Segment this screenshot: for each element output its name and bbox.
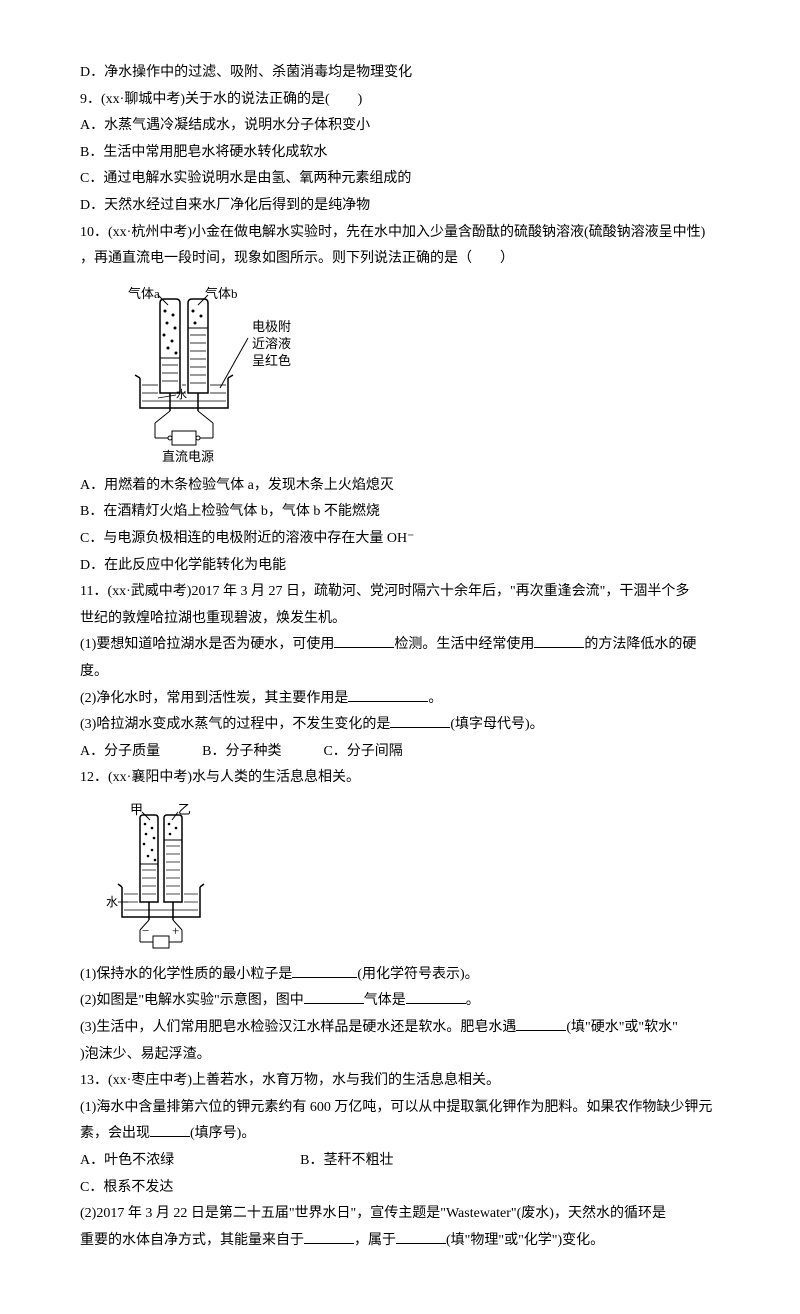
q13-2-text-c: (填"物理"或"化学")变化。 — [446, 1233, 604, 1248]
q10-stem-2: ，再通直流电一段时间，现象如图所示。则下列说法正确的是（ ） — [80, 246, 720, 273]
blank — [150, 1136, 190, 1137]
q12-2-text-b: 气体是 — [364, 993, 406, 1008]
blank — [396, 1243, 446, 1244]
q13-2-a: (2)2017 年 3 月 22 日是第二十五届"世界水日"，宣传主题是"Was… — [80, 1201, 720, 1228]
svg-text:近溶液: 近溶液 — [252, 336, 291, 351]
q10-option-b: B．在酒精灯火焰上检验气体 b，气体 b 不能燃烧 — [80, 499, 720, 526]
q11-3-text-b: (填字母代号)。 — [450, 717, 543, 732]
svg-text:呈红色: 呈红色 — [252, 353, 291, 368]
q12-2: (2)如图是"电解水实验"示意图，图中 气体是 。 — [80, 988, 720, 1015]
q12-3-text-a: (3)生活中，人们常用肥皂水检验汉江水样品是硬水还是软水。肥皂水遇 — [80, 1020, 516, 1035]
q13-1-text-a: 素，会出现 — [80, 1126, 150, 1141]
q13-1-option-c: C．根系不发达 — [80, 1175, 720, 1202]
q13-2-b: 重要的水体自净方式，其能量来自于 ，属于 (填"物理"或"化学")变化。 — [80, 1228, 720, 1255]
q11-2-text-a: (2)净化水时，常用到活性炭，其主要作用是 — [80, 691, 348, 706]
q9-stem: 9．(xx·聊城中考)关于水的说法正确的是( ) — [80, 87, 720, 114]
q11-stem-1: 11．(xx·武威中考)2017 年 3 月 27 日，疏勒河、党河时隔六十余年… — [80, 579, 720, 606]
q9-option-d: D．天然水经过自来水厂净化后得到的是纯净物 — [80, 193, 720, 220]
blank — [304, 1243, 354, 1244]
q12-2-text-a: (2)如图是"电解水实验"示意图，图中 — [80, 993, 304, 1008]
q13-1-b: 素，会出现 (填序号)。 — [80, 1121, 720, 1148]
q11-3: (3)哈拉湖水变成水蒸气的过程中，不发生变化的是 (填字母代号)。 — [80, 712, 720, 739]
q11-3-options: A．分子质量 B．分子种类 C．分子间隔 — [80, 739, 720, 766]
q11-stem-2: 世纪的敦煌哈拉湖也重现碧波，焕发生机。 — [80, 606, 720, 633]
q10-stem-1: 10．(xx·杭州中考)小金在做电解水实验时，先在水中加入少量含酚酞的硫酸钠溶液… — [80, 220, 720, 247]
svg-text:−: − — [142, 923, 149, 938]
blank — [348, 701, 428, 702]
svg-text:水: 水 — [176, 388, 187, 401]
gas-a-label: 气体a — [128, 286, 160, 301]
q11-1-cont: 度。 — [80, 659, 720, 686]
blank — [304, 1003, 364, 1004]
q9-option-b: B．生活中常用肥皂水将硬水转化成软水 — [80, 140, 720, 167]
q13-1-option-ab: A．叶色不浓绿 B．茎秆不粗壮 — [80, 1148, 720, 1175]
svg-text:水: 水 — [106, 895, 118, 909]
q10-option-a: A．用燃着的木条检验气体 a，发现木条上火焰熄灭 — [80, 473, 720, 500]
electrolysis-diagram-2: 甲 乙 水 — [80, 802, 720, 952]
q13-1-a: (1)海水中含量排第六位的钾元素约有 600 万亿吨，可以从中提取氯化钾作为肥料… — [80, 1095, 720, 1122]
q11-1-text-c: 的方法降低水的硬 — [584, 637, 696, 652]
q11-2-text-b: 。 — [428, 691, 442, 706]
q13-1-text-b: (填序号)。 — [190, 1126, 255, 1141]
blank — [334, 647, 394, 648]
q11-2: (2)净化水时，常用到活性炭，其主要作用是 。 — [80, 686, 720, 713]
q13-2-text-b: ，属于 — [354, 1233, 396, 1248]
svg-text:电极附: 电极附 — [252, 319, 291, 334]
q12-1-text-a: (1)保持水的化学性质的最小粒子是 — [80, 967, 292, 982]
q8-option-d: D．净水操作中的过滤、吸附、杀菌消毒均是物理变化 — [80, 60, 720, 87]
q12-1-text-b: (用化学符号表示)。 — [357, 967, 478, 982]
q10-option-c: C．与电源负极相连的电极附近的溶液中存在大量 OH⁻ — [80, 526, 720, 553]
q9-option-c: C．通过电解水实验说明水是由氢、氧两种元素组成的 — [80, 166, 720, 193]
q12-3-cont: )泡沫少、易起浮渣。 — [80, 1042, 720, 1069]
electrolysis-diagram-1: 气体a 气体b — [80, 283, 720, 463]
q11-1-text-b: 检测。生活中经常使用 — [394, 637, 534, 652]
q11-1-text-a: (1)要想知道哈拉湖水是否为硬水，可使用 — [80, 637, 334, 652]
blank — [516, 1030, 566, 1031]
blank — [390, 727, 450, 728]
gas-b-label: 气体b — [205, 286, 238, 301]
blank — [292, 977, 357, 978]
svg-text:+: + — [172, 923, 179, 938]
blank — [406, 1003, 466, 1004]
q12-1: (1)保持水的化学性质的最小粒子是 (用化学符号表示)。 — [80, 962, 720, 989]
q12-stem: 12．(xx·襄阳中考)水与人类的生活息息相关。 — [80, 765, 720, 792]
q9-option-a: A．水蒸气遇冷凝结成水，说明水分子体积变小 — [80, 113, 720, 140]
q11-1: (1)要想知道哈拉湖水是否为硬水，可使用 检测。生活中经常使用 的方法降低水的硬 — [80, 632, 720, 659]
svg-text:直流电源: 直流电源 — [162, 449, 214, 463]
q11-3-text-a: (3)哈拉湖水变成水蒸气的过程中，不发生变化的是 — [80, 717, 390, 732]
q13-2-text-a: 重要的水体自净方式，其能量来自于 — [80, 1233, 304, 1248]
q10-option-d: D．在此反应中化学能转化为电能 — [80, 553, 720, 580]
q13-stem: 13．(xx·枣庄中考)上善若水，水育万物，水与我们的生活息息相关。 — [80, 1068, 720, 1095]
q12-3: (3)生活中，人们常用肥皂水检验汉江水样品是硬水还是软水。肥皂水遇 (填"硬水"或… — [80, 1015, 720, 1042]
q12-2-text-c: 。 — [466, 993, 480, 1008]
blank — [534, 647, 584, 648]
q12-3-text-b: (填"硬水"或"软水" — [566, 1020, 678, 1035]
